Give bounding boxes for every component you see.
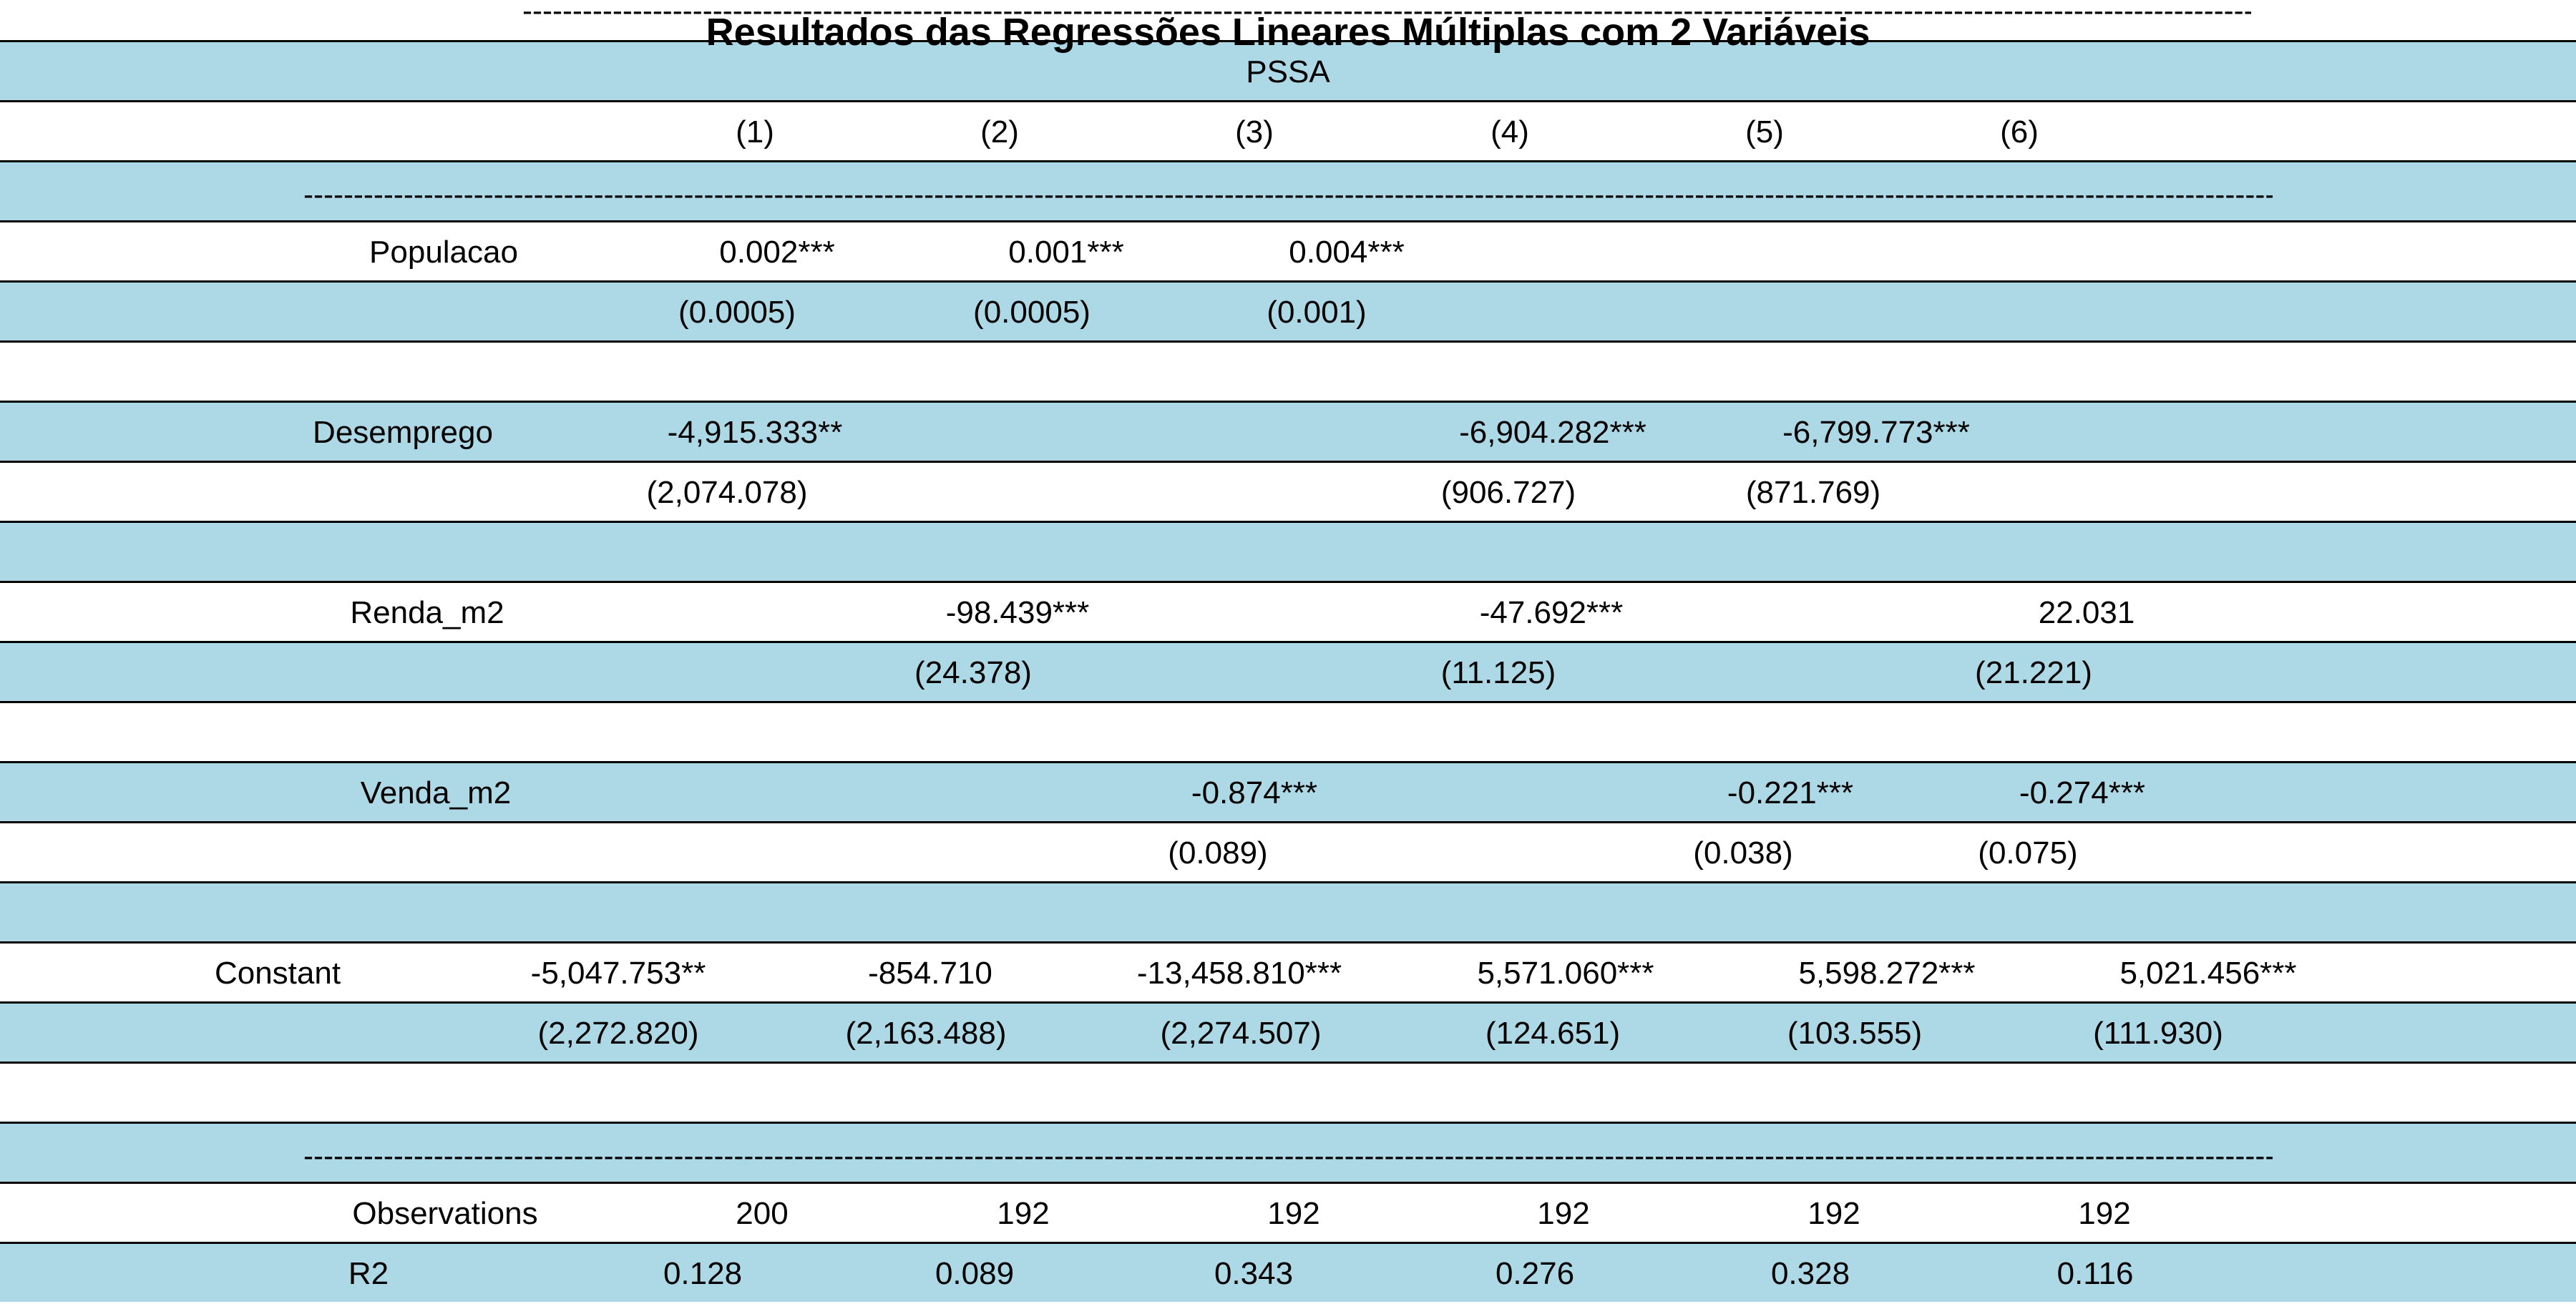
stat-cell: 0.328 [1770,1256,1850,1291]
coefficient-cell: -47.692*** [1479,595,1624,630]
standard-error-cell: (11.125) [1440,655,1556,690]
row-label: Renda_m2 [350,595,504,630]
standard-error-cell: (124.651) [1485,1016,1621,1051]
standard-error-cell: (21.221) [1975,655,2092,690]
column-header: (3) [1235,114,1274,149]
coefficient-cell: 5,021.456*** [2119,956,2297,991]
column-header: (6) [2000,114,2039,149]
coefficient-cell: -5,047.753** [530,956,706,991]
table-row-desemprego-se: (2,074.078) (906.727) (871.769) [0,461,2576,521]
stat-cell: 192 [1807,1196,1860,1231]
table-row-renda-se: (24.378) (11.125) (21.221) [0,641,2576,701]
table-row-renda: Renda_m2 -98.439*** -47.692*** 22.031 [0,581,2576,641]
dependent-variable-label: PSSA [1246,54,1330,89]
stat-cell: 0.343 [1214,1256,1294,1291]
standard-error-cell: (0.075) [1978,835,2078,871]
standard-error-cell: (2,272.820) [537,1016,699,1051]
table-row-venda-se: (0.089) (0.038) (0.075) [0,821,2576,881]
column-header: (1) [736,114,774,149]
stat-cell: 192 [2078,1196,2131,1231]
stat-cell: 192 [1267,1196,1320,1231]
table-title: Resultados das Regressões Lineares Múlti… [706,11,1870,54]
standard-error-cell: (0.0005) [678,295,796,330]
stats-separator: ----------------------------------------… [303,1141,2273,1164]
table-row-constant-se: (2,272.820) (2,163.488) (2,274.507) (124… [0,1001,2576,1062]
stat-cell: 200 [736,1196,789,1231]
column-header-row: (1) (2) (3) (4) (5) (6) [0,100,2576,160]
row-label: Desemprego [313,415,493,450]
coefficient-cell: -98.439*** [945,595,1090,630]
stat-cell: 0.116 [2057,1256,2134,1291]
row-label: Populacao [369,235,518,270]
column-header: (4) [1491,114,1529,149]
table-row-populacao: Populacao 0.002*** 0.001*** 0.004*** [0,220,2576,280]
coefficient-cell: 5,571.060*** [1477,956,1654,991]
spacer-row [0,701,2576,761]
coefficient-cell: -4,915.333** [667,415,843,450]
table-row-r2: R2 0.128 0.089 0.343 0.276 0.328 0.116 [0,1242,2576,1302]
coefficient-cell: -0.274*** [2019,775,2146,810]
standard-error-cell: (111.930) [2093,1016,2223,1051]
table-row-populacao-se: (0.0005) (0.0005) (0.001) [0,280,2576,340]
table-row-desemprego: Desemprego -4,915.333** -6,904.282*** -6… [0,401,2576,461]
coefficient-cell: 5,598.272*** [1798,956,1976,991]
standard-error-cell: (2,074.078) [646,475,808,510]
stat-cell: 0.276 [1495,1256,1575,1291]
coefficient-cell: -13,458.810*** [1136,956,1342,991]
coefficient-cell: 0.001*** [1008,235,1124,270]
spacer-row [0,1062,2576,1122]
standard-error-cell: (0.089) [1168,835,1268,871]
coefficient-cell: -0.221*** [1727,775,1854,810]
separator-row: ----------------------------------------… [0,160,2576,220]
table-row-venda: Venda_m2 -0.874*** -0.221*** -0.274*** [0,761,2576,821]
coefficient-cell: -854.710 [868,956,992,991]
standard-error-cell: (906.727) [1440,475,1576,510]
standard-error-cell: (24.378) [914,655,1032,690]
coefficient-cell: -6,904.282*** [1459,415,1646,450]
table-row-constant: Constant -5,047.753** -854.710 -13,458.8… [0,941,2576,1001]
spacer-row [0,340,2576,401]
dependent-variable-row: PSSA [0,40,2576,100]
standard-error-cell: (0.001) [1267,295,1367,330]
stat-cell: 0.128 [663,1256,743,1291]
stat-cell: 0.089 [935,1256,1015,1291]
row-label: Observations [352,1196,538,1231]
stat-cell: 192 [1537,1196,1590,1231]
row-label: R2 [348,1256,389,1291]
standard-error-cell: (2,163.488) [845,1016,1007,1051]
coefficient-cell: -6,799.773*** [1782,415,1970,450]
coefficient-cell: 0.004*** [1289,235,1405,270]
standard-error-cell: (0.038) [1693,835,1793,871]
coefficient-cell: -0.874*** [1191,775,1318,810]
standard-error-cell: (0.0005) [973,295,1091,330]
separator-row: ----------------------------------------… [0,1122,2576,1182]
stat-cell: 192 [997,1196,1050,1231]
standard-error-cell: (103.555) [1787,1016,1923,1051]
table-row-observations: Observations 200 192 192 192 192 192 [0,1182,2576,1242]
coefficient-cell: 0.002*** [719,235,835,270]
spacer-row [0,881,2576,941]
row-label: Constant [214,956,341,991]
standard-error-cell: (871.769) [1745,475,1881,510]
coefficient-cell: 22.031 [2038,595,2135,630]
header-separator: ----------------------------------------… [303,180,2273,202]
spacer-row [0,521,2576,581]
top-separator: ----------------------------------------… [522,0,2251,17]
column-header: (5) [1745,114,1784,149]
row-label: Venda_m2 [360,775,512,810]
standard-error-cell: (2,274.507) [1160,1016,1322,1051]
column-header: (2) [980,114,1019,149]
